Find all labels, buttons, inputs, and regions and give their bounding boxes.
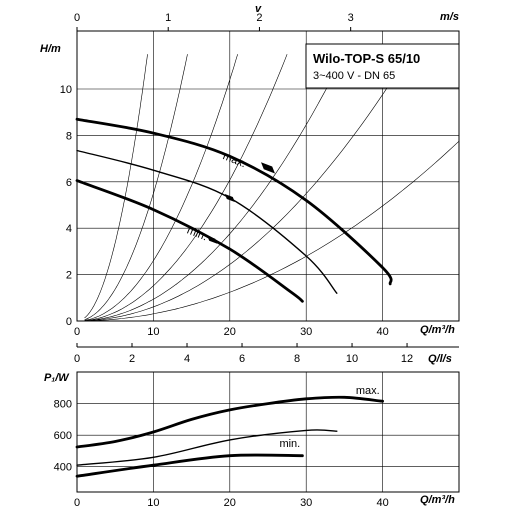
power-label-min: min. — [279, 438, 300, 450]
y-axis-label-power: P₁/W — [44, 372, 70, 384]
operating-point-marker — [224, 194, 235, 203]
system-curve — [84, 54, 238, 321]
x-tick-label: 30 — [300, 497, 312, 508]
head-chart-x-ticks: 0 10 20 30 40 — [74, 326, 389, 338]
power-chart-y-ticks: 400 600 800 — [54, 399, 72, 474]
title-box — [305, 43, 460, 89]
y-tick-label: 6 — [66, 177, 72, 189]
y-tick-label: 600 — [54, 430, 72, 442]
flow-ls-tick-label: 0 — [74, 353, 80, 365]
operating-markers — [207, 162, 275, 244]
x-tick-label: 20 — [224, 326, 236, 338]
head-curve-min — [75, 179, 304, 303]
flow-ls-axis-label: Q/l/s — [428, 353, 452, 365]
system-curve — [84, 54, 148, 319]
velocity-tick-label: 3 — [348, 12, 354, 24]
system-curve — [84, 54, 188, 320]
power-curve-mid — [76, 429, 338, 466]
chart-title: Wilo-TOP-S 65/10 — [313, 51, 420, 66]
flow-ls-tick-label: 4 — [184, 353, 190, 365]
head-curves — [75, 117, 393, 303]
velocity-tick-label: 2 — [256, 12, 262, 24]
velocity-tick-label: 1 — [165, 12, 171, 24]
head-curve-mid — [76, 149, 338, 294]
flow-ls-tick-label: 2 — [129, 353, 135, 365]
system-curves — [84, 54, 460, 322]
y-tick-label: 2 — [66, 270, 72, 282]
y-tick-label: 4 — [66, 223, 72, 235]
x-tick-label: 0 — [74, 497, 80, 508]
flow-ls-axis-ticks: 0 2 4 6 8 10 12 — [74, 343, 459, 365]
flow-ls-tick-label: 10 — [346, 353, 358, 365]
power-chart-frame — [76, 371, 460, 493]
power-chart-grid — [77, 372, 459, 492]
velocity-unit-label: m/s — [440, 11, 459, 23]
y-tick-label: 800 — [54, 399, 72, 411]
power-label-max: max. — [356, 385, 380, 397]
power-curve-min — [75, 453, 304, 478]
velocity-axis-ticks: 0 1 2 3 — [74, 12, 459, 32]
x-tick-label: 10 — [147, 497, 159, 508]
y-tick-label: 8 — [66, 130, 72, 142]
x-tick-label: 40 — [376, 326, 388, 338]
operating-point-marker — [207, 235, 218, 244]
flow-ls-tick-label: 6 — [239, 353, 245, 365]
y-tick-label: 0 — [66, 316, 72, 328]
power-curve-max — [75, 395, 384, 449]
velocity-symbol: v — [255, 3, 262, 15]
power-curves — [75, 395, 384, 478]
chart-subtitle: 3~400 V - DN 65 — [313, 70, 395, 82]
x-axis-label-flow-power: Q/m³/h — [420, 494, 455, 506]
power-chart-x-ticks: 0 10 20 30 40 — [74, 497, 389, 508]
x-tick-label: 10 — [147, 326, 159, 338]
power-chart: 0 10 20 30 40 400 600 800 0 2 4 6 8 10 12 P₁/W Q/m³/… — [44, 343, 460, 508]
operating-point-marker — [261, 162, 275, 174]
head-curve-max — [75, 117, 393, 286]
curve-label-min: min. — [185, 224, 209, 243]
head-chart-y-ticks: 0 2 4 6 8 10 — [60, 84, 72, 328]
system-curve — [84, 54, 345, 322]
system-curve — [84, 54, 409, 322]
x-tick-label: 40 — [376, 497, 388, 508]
y-axis-label-head: H/m — [40, 43, 61, 55]
x-tick-label: 30 — [300, 326, 312, 338]
system-curve — [84, 54, 288, 321]
x-axis-label-flow: Q/m³/h — [420, 324, 455, 336]
system-curve — [84, 140, 460, 322]
x-tick-label: 0 — [74, 326, 80, 338]
y-tick-label: 10 — [60, 84, 72, 96]
x-tick-label: 20 — [224, 497, 236, 508]
flow-ls-tick-label: 8 — [294, 353, 300, 365]
velocity-tick-label: 0 — [74, 12, 80, 24]
flow-ls-tick-label: 12 — [401, 353, 413, 365]
y-tick-label: 400 — [54, 462, 72, 474]
